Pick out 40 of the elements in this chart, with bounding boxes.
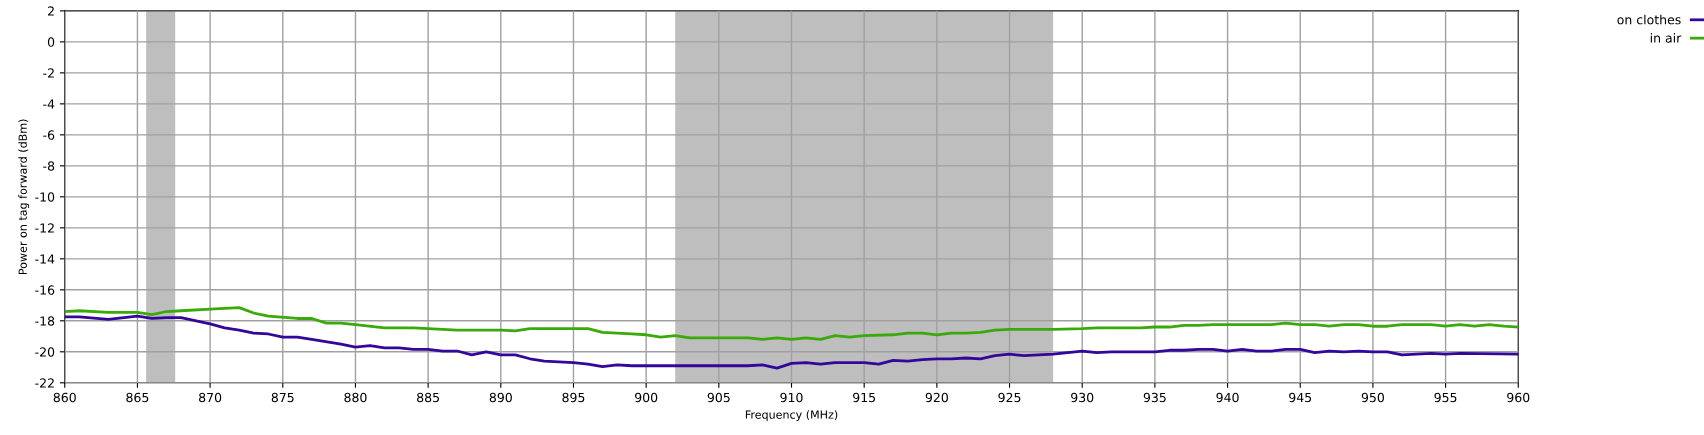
x-tick-label: 930 bbox=[1071, 392, 1094, 403]
x-tick-label: 880 bbox=[344, 392, 367, 403]
line-series bbox=[64, 314, 1519, 370]
legend-label: on clothes bbox=[1617, 14, 1681, 25]
x-tick-label: 875 bbox=[271, 392, 294, 403]
y-tick-label: 0 bbox=[47, 37, 55, 47]
x-tick-label: 885 bbox=[417, 392, 439, 403]
y-tick-label: -10 bbox=[35, 192, 55, 202]
y-tick-label: -18 bbox=[35, 316, 55, 326]
x-tick-label: 905 bbox=[707, 392, 730, 403]
x-tick-label: 910 bbox=[780, 392, 803, 403]
line-series bbox=[64, 306, 1519, 341]
x-tick-label: 945 bbox=[1289, 392, 1312, 403]
legend-label: in air bbox=[1650, 33, 1682, 43]
y-tick-label: -22 bbox=[35, 378, 54, 388]
y-tick-label: -12 bbox=[35, 223, 54, 233]
x-tick-label: 865 bbox=[126, 392, 149, 403]
y-tick-label: -6 bbox=[43, 130, 55, 140]
x-tick-label: 955 bbox=[1434, 392, 1457, 403]
x-axis-title: Frequency (MHz) bbox=[745, 410, 838, 421]
y-tick-label: -2 bbox=[43, 68, 54, 78]
y-tick-label: -20 bbox=[35, 347, 55, 357]
y-tick-label: -8 bbox=[43, 161, 55, 171]
x-tick-label: 935 bbox=[1143, 392, 1166, 403]
y-tick-label: -4 bbox=[43, 99, 55, 109]
x-tick-label: 920 bbox=[925, 392, 948, 403]
x-tick-label: 950 bbox=[1361, 392, 1385, 403]
x-tick-label: 960 bbox=[1507, 392, 1530, 403]
x-tick-label: 890 bbox=[489, 392, 512, 403]
x-tick-label: 900 bbox=[635, 392, 658, 403]
y-axis-title: Power on tag forward (dBm) bbox=[18, 119, 30, 275]
x-tick-label: 895 bbox=[562, 392, 585, 403]
y-tick-label: -14 bbox=[35, 254, 55, 264]
x-tick-label: 925 bbox=[998, 392, 1021, 403]
y-tick-label: -16 bbox=[35, 285, 55, 295]
x-tick-label: 915 bbox=[853, 392, 876, 403]
x-tick-label: 940 bbox=[1216, 392, 1239, 403]
x-tick-label: 870 bbox=[199, 392, 222, 403]
x-tick-label: 860 bbox=[53, 392, 76, 403]
y-tick-label: 2 bbox=[47, 6, 54, 16]
